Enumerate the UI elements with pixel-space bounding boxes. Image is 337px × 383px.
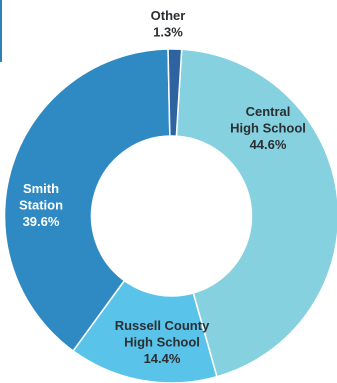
data-label-line: Other [151,8,186,23]
data-label-russell-county-high-school: Russell County High School 14.4% [115,318,210,366]
data-label-smith-station: Smith Station 39.6% [19,181,63,229]
slice-other [167,48,183,137]
data-label-line: Russell County [115,318,210,333]
data-label-line: High School [124,335,200,350]
data-label-line: Central [246,104,291,119]
left-edge-accent [0,0,2,62]
slice-smith-station [3,48,171,352]
data-label-line: 39.6% [23,214,60,229]
data-label-line: High School [230,121,306,136]
data-label-line: 14.4% [144,351,181,366]
data-label-line: Station [19,198,63,213]
data-label-central-high-school: Central High School 44.6% [230,104,306,152]
data-label-other: Other 1.3% [151,8,186,40]
data-label-line: Smith [23,181,59,196]
data-label-line: 1.3% [153,25,183,40]
data-label-line: 44.6% [250,137,287,152]
slice-central-high-school [175,48,337,378]
